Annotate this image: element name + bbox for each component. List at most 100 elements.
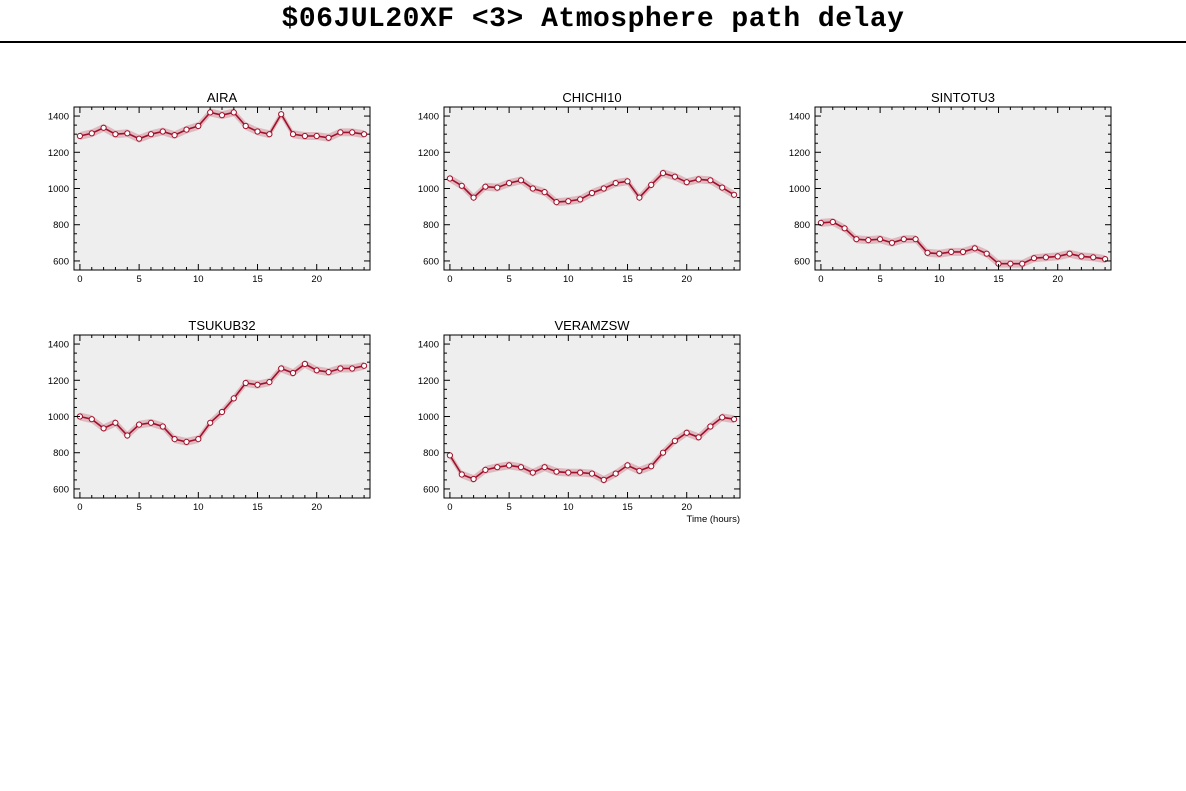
data-point: [588, 189, 596, 197]
data-point: [266, 379, 273, 386]
data-point: [719, 184, 726, 191]
y-tick-label: 600: [53, 256, 69, 267]
x-tick-label: 15: [993, 274, 1004, 285]
y-tick-label: 600: [794, 256, 810, 267]
y-tick-label: 1400: [418, 340, 439, 351]
x-tick-label: 15: [252, 502, 263, 513]
data-point: [254, 381, 261, 388]
data-point: [1019, 260, 1026, 267]
x-tick-label: 5: [136, 274, 141, 285]
x-tick-label: 10: [563, 502, 574, 513]
y-tick-label: 600: [423, 484, 439, 495]
y-tick-label: 600: [423, 256, 439, 267]
data-point: [924, 249, 931, 256]
x-axis-title: Time (hours): [687, 514, 741, 525]
data-point: [230, 395, 237, 402]
data-point: [695, 434, 702, 441]
data-point: [624, 462, 631, 469]
x-tick-label: 10: [193, 274, 204, 285]
plot-area: [74, 335, 370, 498]
data-point: [1066, 250, 1073, 257]
data-point: [446, 452, 453, 459]
data-point: [695, 176, 702, 183]
data-point: [124, 432, 131, 439]
x-tick-label: 15: [622, 274, 633, 285]
x-tick-label: 15: [622, 502, 633, 513]
chart-tsukub32: TSUKUB32 0 5 10 15 20 600 800 1000 1200 1400: [48, 318, 371, 513]
x-tick-label: 0: [77, 502, 82, 513]
y-tick-label: 800: [53, 220, 69, 231]
data-point: [588, 470, 596, 477]
data-point: [136, 421, 143, 428]
y-tick-label: 1200: [418, 376, 439, 387]
data-point: [506, 462, 513, 469]
data-point: [289, 369, 297, 377]
data-point: [853, 236, 860, 243]
y-tick-label: 1200: [789, 148, 810, 159]
y-tick-label: 1400: [48, 112, 69, 123]
x-tick-label: 20: [311, 502, 322, 513]
data-point: [147, 131, 155, 138]
y-tick-label: 800: [53, 448, 69, 459]
y-tick-label: 800: [794, 220, 810, 231]
data-point: [159, 423, 166, 430]
data-point: [494, 464, 501, 471]
data-point: [266, 131, 273, 138]
data-point: [577, 469, 584, 476]
chart-veramzsw: VERAMZSW 0 5 10 15 20 600 800 1000 1200 1400 Time (…: [418, 318, 741, 525]
x-tick-label: 20: [1052, 274, 1063, 285]
x-tick-label: 0: [818, 274, 823, 285]
data-point: [482, 466, 489, 473]
data-point: [829, 218, 836, 226]
x-tick-label: 5: [136, 502, 141, 513]
data-point: [612, 470, 619, 477]
x-tick-label: 10: [193, 502, 204, 513]
x-tick-label: 15: [252, 274, 263, 285]
data-point: [912, 236, 919, 243]
data-point: [183, 438, 190, 445]
data-point: [230, 109, 237, 116]
data-point: [100, 425, 107, 432]
data-point: [278, 365, 285, 372]
data-point: [458, 182, 465, 189]
x-tick-label: 5: [506, 274, 511, 285]
data-point: [171, 436, 178, 443]
data-point: [541, 464, 548, 471]
data-point: [707, 177, 714, 184]
data-point: [242, 379, 249, 387]
y-tick-label: 1200: [48, 376, 69, 387]
y-tick-label: 1400: [418, 112, 439, 123]
data-point: [470, 475, 477, 483]
y-tick-label: 1400: [789, 112, 810, 123]
y-tick-label: 1200: [418, 148, 439, 159]
data-point: [1078, 253, 1085, 260]
data-point: [88, 416, 95, 423]
data-point: [648, 181, 655, 188]
data-point: [1007, 260, 1014, 267]
data-point: [731, 191, 738, 198]
data-point: [683, 179, 690, 186]
data-point: [482, 183, 489, 190]
data-point: [936, 250, 943, 257]
data-point: [195, 436, 202, 443]
data-point: [100, 124, 107, 131]
data-point: [159, 128, 166, 135]
data-point: [458, 471, 465, 478]
data-point: [659, 170, 667, 177]
data-point: [136, 135, 143, 142]
data-point: [636, 467, 643, 474]
data-point: [671, 437, 679, 444]
plot-area: [815, 107, 1111, 270]
data-point: [112, 419, 119, 426]
x-tick-label: 20: [681, 502, 692, 513]
data-point: [553, 468, 560, 475]
data-point: [494, 184, 501, 191]
data-point: [337, 365, 344, 372]
x-tick-label: 20: [681, 274, 692, 285]
x-tick-label: 5: [877, 274, 882, 285]
x-tick-label: 0: [447, 274, 452, 285]
data-point: [517, 177, 525, 184]
y-tick-label: 1400: [48, 340, 69, 351]
data-point: [565, 198, 572, 205]
data-point: [731, 416, 738, 423]
